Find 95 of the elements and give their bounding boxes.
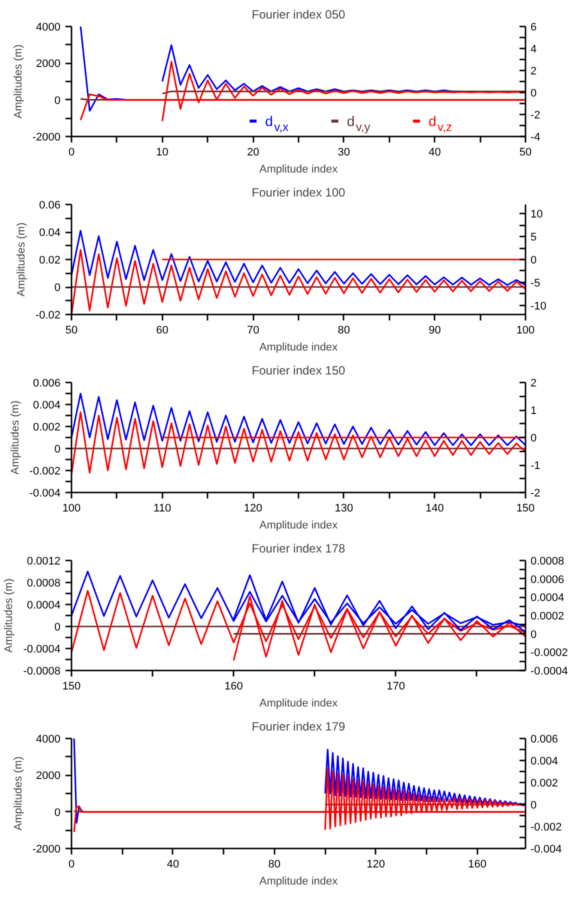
x-tick-label: 120: [244, 502, 262, 514]
y2-tick-label: 4: [530, 44, 537, 56]
x-tick-label: 150: [516, 502, 535, 514]
y2-tick-label: -2: [530, 110, 540, 122]
y2-tick-label: 0.006: [530, 734, 558, 746]
x-tick-label: 150: [62, 680, 81, 692]
x-tick-label: 140: [426, 502, 444, 514]
x-tick-label: 0: [68, 858, 75, 870]
y-tick-label: 0: [54, 94, 61, 107]
y-tick-label: 0.0012: [26, 556, 61, 568]
y-tick-label: 0.006: [32, 378, 61, 390]
y-tick-label: 4000: [36, 734, 61, 746]
y2-tick-label: 6: [530, 22, 537, 34]
y-tick-label: 0.0008: [26, 578, 61, 590]
y-tick-label: 2000: [36, 770, 61, 782]
y-axis-title: Amplitudes (m): [3, 578, 16, 652]
y2-tick-label: 0.0004: [530, 592, 564, 604]
chart-title: Fourier index 050: [252, 8, 346, 22]
y-tick-label: 0.002: [32, 422, 61, 434]
x-tick-label: 80: [338, 324, 350, 336]
x-tick-label: 20: [246, 146, 260, 158]
y-tick-label: 0.06: [39, 200, 61, 212]
y2-tick-label: -5: [530, 277, 540, 290]
y-tick-label: 0.04: [39, 227, 61, 239]
chart-title: Fourier index 178: [252, 542, 346, 556]
x-tick-label: 170: [386, 680, 405, 692]
y2-tick-label: 5: [530, 232, 537, 244]
y2-tick-label: 0: [530, 432, 537, 444]
y-tick-label: 0: [54, 444, 61, 456]
x-tick-label: 30: [338, 146, 350, 158]
y2-tick-label: -2: [530, 488, 540, 500]
y2-tick-label: -0.002: [530, 822, 562, 834]
chart-title: Fourier index 100: [252, 186, 346, 200]
x-tick-label: 70: [246, 324, 260, 336]
y-tick-label: -2000: [32, 844, 61, 856]
y2-tick-label: 0: [530, 254, 537, 266]
x-tick-label: 0: [68, 146, 75, 158]
x-axis-title: Amplitude index: [259, 520, 338, 532]
x-tick-label: 50: [65, 324, 78, 336]
y-axis-title: Amplitudes (m): [15, 222, 28, 296]
x-tick-label: 10: [156, 146, 168, 158]
x-tick-label: 160: [224, 680, 243, 692]
y2-tick-label: 0.0002: [530, 610, 564, 622]
chart-title: Fourier index 179: [252, 720, 346, 734]
y-tick-label: -0.002: [29, 466, 61, 478]
y2-tick-label: 0: [530, 88, 537, 100]
y-tick-label: -0.02: [35, 310, 61, 322]
x-tick-label: 80: [268, 858, 281, 870]
y-axis-title: Amplitudes (m): [12, 756, 24, 830]
y2-tick-label: 0: [530, 628, 537, 641]
x-tick-label: 100: [516, 324, 535, 336]
y2-tick-label: 0.002: [530, 778, 558, 790]
x-tick-label: 130: [334, 502, 354, 514]
x-tick-label: 90: [428, 324, 441, 336]
y2-tick-label: -0.004: [530, 844, 562, 856]
y2-tick-label: 2: [530, 66, 537, 78]
x-tick-label: 50: [519, 146, 532, 158]
y-tick-label: 0.004: [32, 400, 61, 412]
x-tick-label: 120: [366, 858, 386, 870]
y2-tick-label: -0.0002: [530, 647, 568, 660]
x-tick-label: 110: [154, 502, 172, 514]
x-axis-title: Amplitude index: [259, 876, 338, 888]
y-tick-label: 0: [54, 282, 61, 294]
y-tick-label: 0.0004: [26, 600, 61, 612]
y-tick-label: -0.0004: [23, 644, 61, 656]
y2-tick-label: -0.0004: [530, 666, 568, 678]
y-tick-label: -2000: [32, 132, 61, 144]
y-tick-label: -0.0008: [23, 666, 61, 678]
y2-tick-label: 0.004: [530, 756, 558, 768]
y-axis-title: Amplitudes (m): [9, 400, 22, 474]
y-axis-title: Amplitudes (m): [12, 44, 24, 118]
y2-tick-label: 10: [530, 208, 543, 221]
chart-title: Fourier index 150: [252, 364, 346, 378]
y2-tick-label: 0.0006: [530, 574, 564, 586]
y-tick-label: 0: [54, 622, 61, 634]
y2-tick-label: 1: [530, 405, 537, 417]
y-tick-label: 0.02: [39, 254, 61, 266]
x-axis-title: Amplitude index: [259, 342, 338, 354]
y2-tick-label: 2: [530, 378, 537, 390]
y2-tick-label: -10: [530, 300, 546, 312]
x-axis-title: Amplitude index: [259, 698, 338, 710]
y2-tick-label: -1: [530, 460, 540, 472]
y2-tick-label: 0.0008: [530, 556, 564, 568]
y2-tick-label: 0: [530, 800, 537, 812]
y-tick-label: 4000: [36, 22, 61, 34]
y-tick-label: 2000: [36, 58, 61, 70]
x-tick-label: 60: [156, 324, 168, 336]
x-tick-label: 100: [62, 502, 81, 514]
x-tick-label: 160: [468, 858, 486, 870]
y-tick-label: -0.004: [29, 488, 61, 500]
y2-tick-label: -4: [530, 132, 540, 144]
x-tick-label: 40: [166, 858, 180, 870]
y-tick-label: 0: [54, 806, 61, 819]
x-tick-label: 40: [428, 146, 441, 158]
x-axis-title: Amplitude index: [259, 164, 338, 176]
